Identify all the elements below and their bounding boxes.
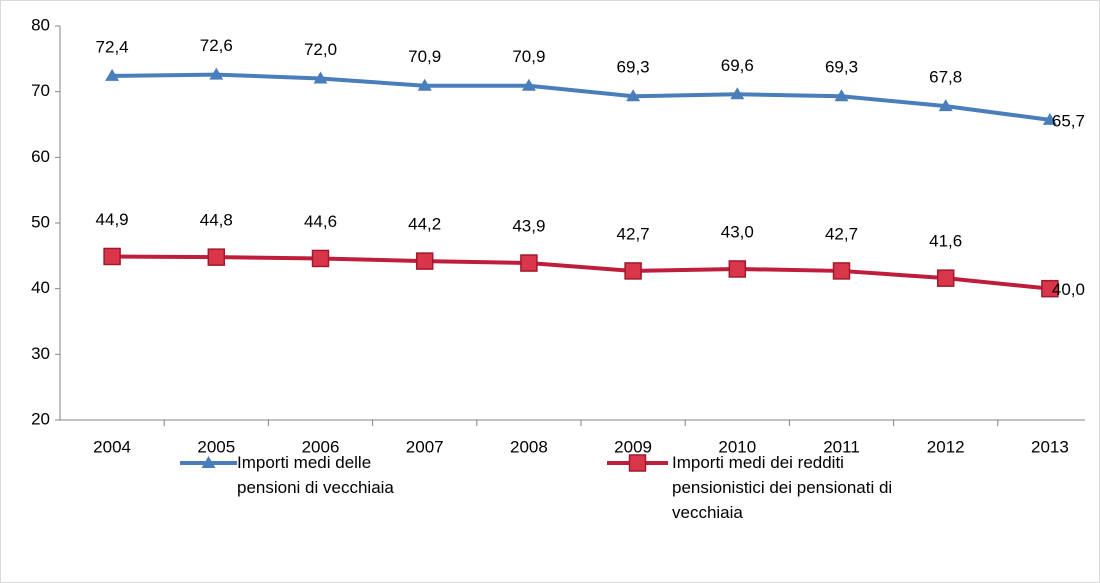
series-line: [112, 72, 1051, 122]
data-label: 44,8: [200, 211, 233, 230]
y-tick-label: 80: [31, 15, 50, 34]
x-tick-label: 2006: [302, 437, 340, 456]
x-tick-label: 2008: [510, 437, 548, 456]
point: [626, 89, 641, 102]
point: [105, 68, 120, 81]
x-tick-label: 2004: [93, 437, 131, 456]
data-label: 72,6: [200, 36, 233, 55]
series-line: [112, 254, 1051, 291]
y-tick-label: 30: [31, 344, 50, 363]
legend-label: Importi medi delle pensioni di vecchiaia: [237, 453, 394, 497]
data-label: 65,7: [1052, 111, 1085, 130]
data-label: 69,3: [617, 58, 650, 77]
data-label: 44,9: [96, 210, 129, 229]
x-tick-label: 2010: [718, 437, 756, 456]
data-label: 43,9: [512, 217, 545, 236]
data-label: 42,7: [617, 224, 650, 243]
data-label: 72,4: [96, 37, 129, 56]
y-tick-label: 40: [31, 278, 50, 297]
data-label: 43,0: [721, 222, 754, 241]
x-tick-label: 2012: [927, 437, 965, 456]
point: [832, 262, 851, 280]
point: [938, 99, 953, 112]
point: [415, 252, 434, 270]
legend-marker: [201, 456, 216, 468]
point: [1041, 279, 1059, 298]
point: [521, 78, 536, 91]
point: [209, 67, 224, 80]
data-label: 44,2: [408, 215, 441, 234]
y-tick-label: 50: [31, 212, 50, 231]
point: [207, 248, 226, 266]
data-label: 42,7: [825, 224, 858, 243]
y-tick-label: 60: [31, 147, 50, 166]
point: [936, 269, 955, 287]
point: [730, 87, 745, 100]
point: [417, 78, 432, 91]
y-tick-label: 70: [31, 81, 50, 100]
point: [624, 262, 642, 280]
data-label: 72,0: [304, 40, 337, 59]
data-label: 69,6: [721, 56, 754, 75]
x-tick-label: 2013: [1031, 437, 1069, 456]
data-label: 70,9: [408, 47, 441, 66]
data-label: 67,8: [929, 68, 962, 87]
x-tick-label: 2005: [197, 437, 235, 456]
data-label: 44,6: [304, 212, 337, 231]
point: [728, 260, 747, 278]
data-label: 69,3: [825, 58, 858, 77]
point: [311, 249, 330, 268]
point: [313, 71, 328, 84]
point: [103, 247, 121, 266]
x-tick-label: 2011: [823, 437, 860, 456]
data-label: 70,9: [512, 47, 545, 66]
point: [520, 254, 538, 272]
data-label: 40,0: [1052, 280, 1085, 299]
legend-marker: [628, 454, 647, 472]
x-tick-label: 2009: [614, 437, 652, 456]
point: [1042, 112, 1057, 125]
legend-label: Importi medi dei redditi pensionistici d…: [672, 453, 893, 522]
data-label: 41,6: [929, 232, 962, 251]
point: [834, 89, 849, 102]
y-tick-label: 20: [31, 409, 50, 428]
x-tick-label: 2007: [406, 437, 444, 456]
